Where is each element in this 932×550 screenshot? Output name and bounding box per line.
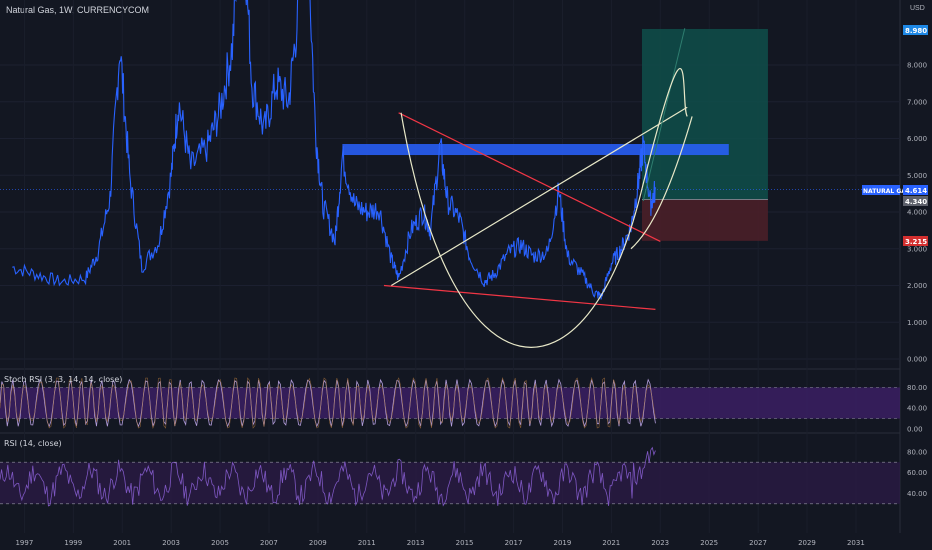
price-tick-label: 7.000 <box>907 98 927 106</box>
price-tick-label: 8.000 <box>907 62 927 70</box>
time-tick-label: 2013 <box>407 539 425 547</box>
price-tick-label: 6.000 <box>907 135 927 143</box>
descending-trendline <box>398 112 661 242</box>
lower-support-trendline <box>383 284 656 310</box>
time-tick-label: 2031 <box>847 539 865 547</box>
svg-text:4.614: 4.614 <box>905 187 927 195</box>
price-series <box>12 0 656 300</box>
rsi-band <box>0 462 900 504</box>
stoch-d-line <box>0 376 656 430</box>
series-name-tag: NATURAL GAS <box>862 185 910 195</box>
last-price-tag: 4.614 <box>903 185 928 195</box>
svg-text:4.340: 4.340 <box>905 198 927 206</box>
currency-label: USD <box>910 5 925 12</box>
price-line <box>12 0 656 300</box>
loss-zone <box>641 199 768 241</box>
stoch-tick-label: 40.00 <box>907 405 927 413</box>
time-tick-label: 2015 <box>456 539 474 547</box>
time-tick-label: 2005 <box>211 539 229 547</box>
resistance-band-rect <box>342 144 729 156</box>
price-tick-label: 2.000 <box>907 282 927 290</box>
time-tick-label: 2003 <box>162 539 180 547</box>
time-tick-label: 1997 <box>15 539 33 547</box>
rsi-tick-label: 60.00 <box>907 469 927 477</box>
svg-text:8.980: 8.980 <box>905 27 927 35</box>
rsi-pane: 80.00 60.00 40.00 <box>0 446 927 507</box>
time-tick-label: 2001 <box>113 539 131 547</box>
svg-text:NATURAL GAS: NATURAL GAS <box>863 188 910 195</box>
time-tick-label: 2019 <box>554 539 572 547</box>
risk-reward-zones[interactable] <box>0 28 900 241</box>
rsi-tick-label: 80.00 <box>907 448 927 456</box>
time-tick-label: 2009 <box>309 539 327 547</box>
time-tick-label: 2011 <box>358 539 376 547</box>
profit-zone <box>641 28 768 200</box>
cup-arc <box>400 67 688 348</box>
price-tick-label: 0.000 <box>907 356 927 364</box>
time-tick-label: 2017 <box>505 539 523 547</box>
rsi-tick-label: 40.00 <box>907 490 927 498</box>
time-tick-label: 2029 <box>798 539 816 547</box>
time-tick-label: 2007 <box>260 539 278 547</box>
time-tick-label: 2021 <box>602 539 620 547</box>
projection-line <box>642 28 686 202</box>
trend-drawings[interactable] <box>383 28 693 348</box>
cup-arc-inner <box>630 116 693 250</box>
resistance-band[interactable] <box>342 144 729 156</box>
stoch-tick-label: 80.00 <box>907 384 927 392</box>
stoch-rsi-pane: 80.00 40.00 0.00 <box>0 376 927 434</box>
stop-price-tag: 3.215 <box>903 236 928 246</box>
rsi-title: RSI (14, close) <box>4 439 62 448</box>
time-tick-label: 2023 <box>651 539 669 547</box>
entry-price-tag: 4.340 <box>903 196 928 206</box>
price-tick-label: 3.000 <box>907 245 927 253</box>
symbol-title: Natural Gas, 1W, CURRENCYCOM <box>6 5 150 15</box>
rsi-line <box>0 446 656 507</box>
time-tick-label: 2025 <box>700 539 718 547</box>
price-tick-label: 5.000 <box>907 172 927 180</box>
axes: 8.000 7.000 6.000 5.000 4.000 3.000 2.000 1.000… <box>15 62 927 548</box>
price-tick-label: 1.000 <box>907 319 927 327</box>
target-price-tag: 8.980 <box>903 25 928 35</box>
stoch-rsi-title: Stoch RSI (3, 3, 14, 14, close) <box>4 375 122 384</box>
stoch-tick-label: 0.00 <box>907 426 923 434</box>
svg-text:3.215: 3.215 <box>905 238 927 246</box>
time-tick-label: 2027 <box>749 539 767 547</box>
price-tick-label: 4.000 <box>907 209 927 217</box>
grid <box>0 64 900 360</box>
time-tick-label: 1999 <box>64 539 82 547</box>
